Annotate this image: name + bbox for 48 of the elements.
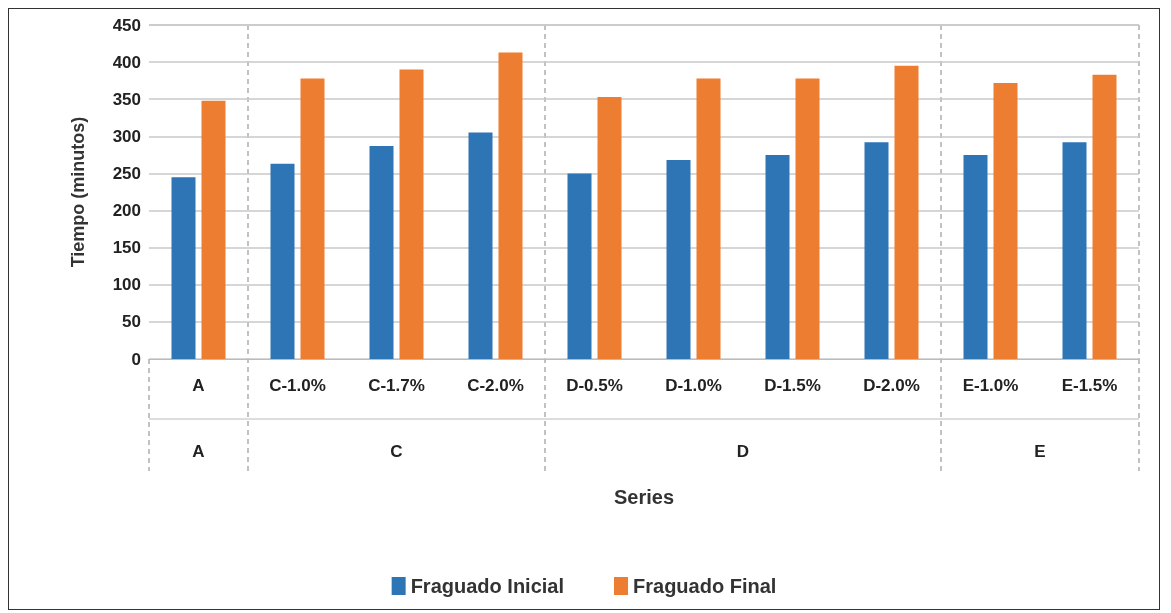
bar [1092,74,1117,359]
bar [597,97,622,359]
y-tick-label: 350 [112,89,141,109]
y-tick-label: 100 [112,275,141,295]
x-tick-label: D-1.5% [764,376,821,395]
bar [795,78,820,359]
bar [201,100,226,359]
text: E [1034,441,1046,461]
y-tick-label: 200 [112,201,141,221]
x-tick-label: E-1.0% [962,376,1019,395]
x-tick-label: A [192,376,205,395]
bar [963,154,988,359]
legend-label: Fraguado Inicial [410,575,565,597]
x-tick-label: C-1.7% [368,376,425,395]
y-tick-label: 300 [112,126,141,146]
x-axis-title: Series [613,486,675,508]
y-tick-label: 0 [131,349,141,369]
x-tick-label: E-1.5% [1061,376,1118,395]
bar [696,78,721,359]
bar [765,154,790,359]
x-tick-label: D-2.0% [863,376,920,395]
bar [894,65,919,359]
bar [498,52,523,359]
bar [567,173,592,359]
bar [666,160,691,359]
y-tick-label: 450 [112,15,141,35]
bar [1062,142,1087,359]
y-tick-label: 400 [112,52,141,72]
bar [468,132,493,359]
text: D [736,441,750,461]
bar [864,142,889,359]
x-tick-label: D-1.0% [665,376,722,395]
legend-label: Fraguado Final [633,575,777,597]
text: C [390,441,403,461]
bar [300,78,325,359]
y-tick-label: 250 [112,163,141,183]
bar [369,145,394,359]
bar [171,177,196,359]
y-tick-label: 50 [122,312,141,332]
x-tick-label: C-1.0% [269,376,326,395]
y-tick-label: 150 [112,238,141,258]
x-tick-label: C-2.0% [467,376,524,395]
y-axis-title: Tiempo (minutos) [68,116,88,268]
x-tick-label: D-0.5% [566,376,623,395]
bar [270,163,295,359]
bar [993,82,1018,359]
bar [399,69,424,359]
text: A [192,441,205,461]
